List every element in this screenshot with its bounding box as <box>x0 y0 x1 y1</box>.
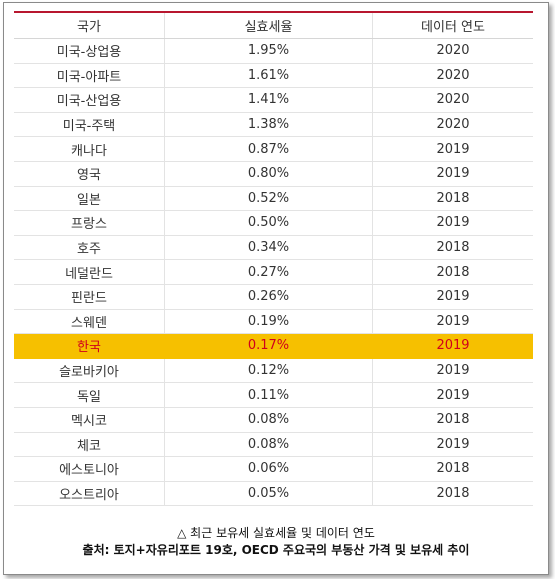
country-cell: 오스트리아 <box>59 487 119 503</box>
country-cell: 미국-산업용 <box>56 94 122 110</box>
rate-cell: 1.95% <box>164 39 372 63</box>
table-row: 오스트리아 0.05% 2018 <box>14 481 533 507</box>
year-cell: 2019 <box>372 211 533 235</box>
country-cell: 스웨덴 <box>71 315 107 331</box>
table-row: 에스토니아 0.06% 2018 <box>14 457 533 482</box>
country-cell: 프랑스 <box>71 217 107 233</box>
country-cell: 일본 <box>77 192 101 208</box>
rate-cell: 1.38% <box>164 112 372 137</box>
table-row: 네덜란드 0.27% 2018 <box>14 260 533 285</box>
rate-cell: 0.34% <box>164 235 372 260</box>
year-cell: 2019 <box>372 432 533 457</box>
year-cell: 2020 <box>372 63 533 88</box>
table-row-highlighted: 한국 0.17% 2019 <box>14 334 533 359</box>
rate-cell: 0.06% <box>164 457 372 481</box>
rate-cell: 0.08% <box>164 432 372 457</box>
rate-cell: 0.08% <box>164 407 372 432</box>
year-cell: 2018 <box>372 481 533 506</box>
country-cell: 에스토니아 <box>59 463 119 479</box>
table-row: 캐나다 0.87% 2019 <box>14 137 533 162</box>
table-row: 체코 0.08% 2019 <box>14 432 533 458</box>
image-frame: 국가 실효세율 데이터 연도 미국-상업용 1.95% 2020 미국-아파트 1.61… <box>3 2 549 575</box>
year-cell: 2019 <box>372 309 533 334</box>
rate-cell: 0.17% <box>164 334 372 358</box>
country-cell: 네덜란드 <box>65 266 113 282</box>
caption-title: △ 최근 보유세 실효세율 및 데이터 연도 <box>177 526 375 540</box>
country-cell: 영국 <box>77 168 101 184</box>
year-cell: 2019 <box>372 284 533 309</box>
header-country: 국가 <box>77 20 101 35</box>
table-row: 멕시코 0.08% 2018 <box>14 407 533 433</box>
year-cell: 2018 <box>372 235 533 260</box>
table-row: 독일 0.11% 2019 <box>14 383 533 408</box>
table-body: 미국-상업용 1.95% 2020 미국-아파트 1.61% 2020 미국-산업용 1.41… <box>14 39 533 507</box>
table-row: 호주 0.34% 2018 <box>14 235 533 261</box>
table-row: 미국-아파트 1.61% 2020 <box>14 63 533 89</box>
rate-cell: 1.61% <box>164 63 372 88</box>
table-row: 스웨덴 0.19% 2019 <box>14 309 533 335</box>
country-cell: 캐나다 <box>71 143 107 159</box>
country-cell: 호주 <box>77 242 101 258</box>
year-cell: 2019 <box>372 161 533 186</box>
year-cell: 2019 <box>372 383 533 407</box>
table-row: 미국-주택 1.38% 2020 <box>14 112 533 138</box>
year-cell: 2019 <box>372 334 533 358</box>
year-cell: 2018 <box>372 407 533 432</box>
table-row: 영국 0.80% 2019 <box>14 161 533 187</box>
year-cell: 2020 <box>372 112 533 137</box>
country-cell: 독일 <box>77 389 101 405</box>
rate-cell: 0.50% <box>164 211 372 235</box>
rate-cell: 0.27% <box>164 260 372 284</box>
year-cell: 2018 <box>372 457 533 481</box>
table-row: 미국-산업용 1.41% 2020 <box>14 88 533 113</box>
country-cell: 미국-아파트 <box>56 69 122 85</box>
year-cell: 2018 <box>372 260 533 284</box>
year-cell: 2018 <box>372 186 533 211</box>
country-cell: 미국-주택 <box>62 119 116 135</box>
rate-cell: 0.05% <box>164 481 372 506</box>
header-effective-rate: 실효세율 <box>164 13 372 38</box>
rate-cell: 1.41% <box>164 88 372 112</box>
rate-cell: 0.12% <box>164 358 372 383</box>
year-cell: 2019 <box>372 358 533 383</box>
year-cell: 2020 <box>372 88 533 112</box>
country-cell: 슬로바키아 <box>59 365 119 381</box>
rate-cell: 0.19% <box>164 309 372 334</box>
rate-cell: 0.52% <box>164 186 372 211</box>
rate-cell: 0.80% <box>164 161 372 186</box>
year-cell: 2019 <box>372 137 533 161</box>
country-cell: 미국-상업용 <box>56 45 122 61</box>
country-cell: 핀란드 <box>71 291 107 307</box>
caption-source: 출처: 토지+자유리포트 19호, OECD 주요국의 부동산 가격 및 보유세… <box>82 543 470 557</box>
table-row: 슬로바키아 0.12% 2019 <box>14 358 533 384</box>
tax-rate-table: 국가 실효세율 데이터 연도 미국-상업용 1.95% 2020 미국-아파트 1.61… <box>14 11 533 507</box>
rate-cell: 0.87% <box>164 137 372 161</box>
country-cell: 한국 <box>77 340 101 356</box>
table-row: 프랑스 0.50% 2019 <box>14 211 533 236</box>
rate-cell: 0.26% <box>164 284 372 309</box>
table-row: 미국-상업용 1.95% 2020 <box>14 39 533 64</box>
table-row: 일본 0.52% 2018 <box>14 186 533 212</box>
rate-cell: 0.11% <box>164 383 372 407</box>
table-row: 핀란드 0.26% 2019 <box>14 284 533 310</box>
country-cell: 체코 <box>77 438 101 454</box>
header-data-year: 데이터 연도 <box>372 13 533 38</box>
year-cell: 2020 <box>372 39 533 63</box>
country-cell: 멕시코 <box>71 414 107 430</box>
table-header-row: 국가 실효세율 데이터 연도 <box>14 13 533 39</box>
